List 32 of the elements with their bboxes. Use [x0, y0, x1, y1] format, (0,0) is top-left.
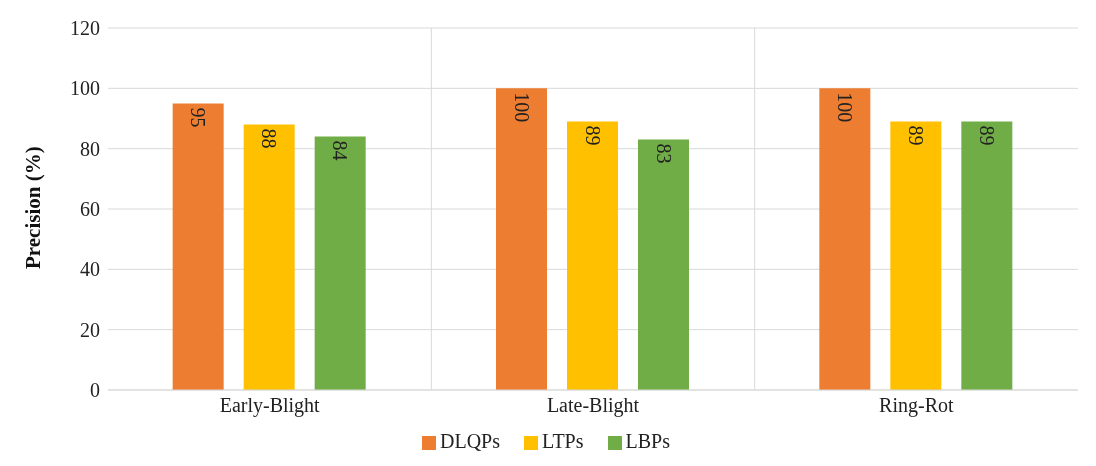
bar [314, 136, 366, 390]
x-tick-label: Late-Blight [546, 394, 640, 418]
legend-label: LTPs [542, 430, 584, 452]
data-label: 95 [187, 107, 210, 128]
x-tick-label: Early-Blight [219, 394, 321, 418]
y-tick-label: 80 [80, 137, 100, 160]
bar [638, 139, 689, 390]
bar [961, 121, 1013, 390]
data-label: 83 [652, 143, 675, 164]
data-label: 84 [329, 140, 352, 161]
data-label: 89 [975, 125, 998, 146]
data-label: 100 [833, 92, 856, 123]
data-label: 88 [258, 128, 281, 149]
y-axis-title: Precision (%) [21, 146, 46, 269]
bar [243, 124, 295, 390]
legend-label: DLQPs [440, 430, 501, 452]
bar [890, 121, 942, 390]
bar [819, 88, 871, 390]
y-tick-label: 20 [80, 318, 100, 341]
data-label: 89 [904, 125, 927, 146]
data-label: 89 [581, 125, 604, 146]
bar [172, 103, 224, 390]
data-label: 100 [510, 92, 533, 123]
x-tick-label: Ring-Rot [879, 394, 954, 418]
y-tick-label: 40 [80, 258, 100, 281]
y-tick-label: 120 [70, 17, 100, 40]
bar [567, 121, 618, 390]
y-tick-label: 0 [90, 379, 100, 402]
legend-label: LBPs [625, 430, 670, 452]
y-tick-label: 60 [80, 198, 100, 221]
bar [496, 88, 547, 390]
y-tick-label: 100 [70, 77, 100, 100]
